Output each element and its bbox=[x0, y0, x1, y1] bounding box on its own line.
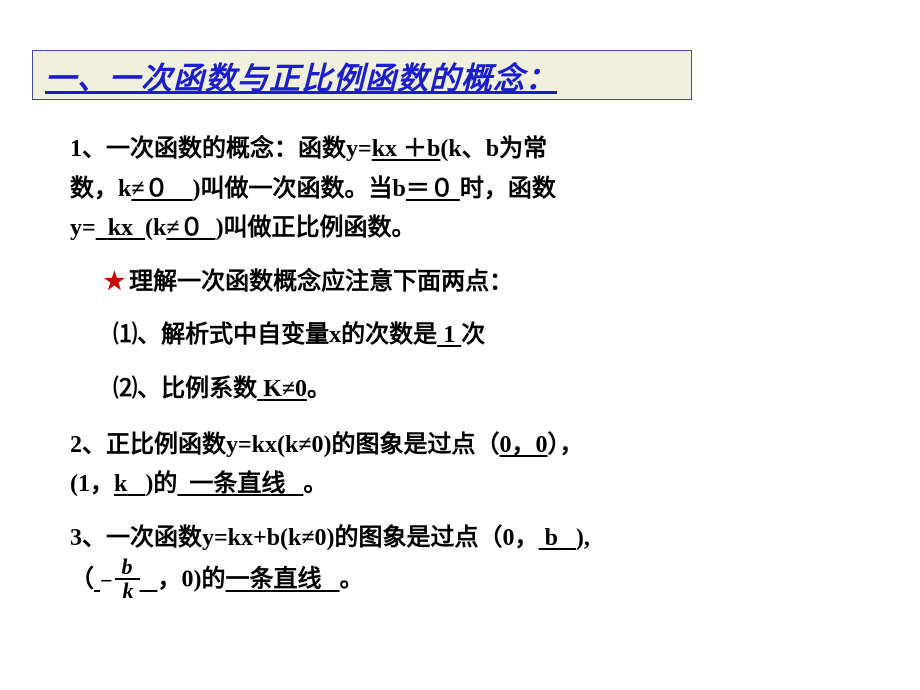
star-icon: ★ bbox=[104, 269, 126, 295]
body-content: 1、一次函数的概念：函数y=kx ＋b(k、b为常 数，k≠０ )叫做一次函数。… bbox=[70, 130, 860, 618]
p1-blank2: ≠０ bbox=[131, 176, 168, 202]
p3-blank3-pad bbox=[322, 567, 340, 593]
note-text: 理解一次函数概念应注意下面两点： bbox=[129, 269, 513, 295]
p2-blank3-pad-r bbox=[285, 471, 303, 497]
p1-blank4: kx bbox=[108, 215, 133, 241]
p3-line2a: （ bbox=[70, 567, 94, 593]
p1-blank1: kx ＋b bbox=[372, 136, 441, 162]
p1-blank2-pad bbox=[169, 176, 193, 202]
sub1-lead: ⑴、解析式中自变量x的次数是 bbox=[113, 322, 437, 348]
sub1-blank: 1 bbox=[443, 322, 455, 348]
p1-blank4-pad-r bbox=[133, 215, 145, 241]
p2-line2a: (1， bbox=[70, 471, 114, 497]
p2-blank3-pad-l bbox=[177, 471, 189, 497]
p3-blank1: b bbox=[545, 525, 558, 551]
p1-after2: )叫做一次函数。当b bbox=[193, 176, 406, 202]
p3-frac-den: k bbox=[115, 580, 140, 602]
sub2-lead: ⑵、比例系数 bbox=[113, 376, 257, 402]
section-title: 一、一次函数与正比例函数的概念： bbox=[45, 53, 557, 98]
p3-frac-pad-r bbox=[140, 567, 158, 593]
p1-blank3: ＝０ bbox=[406, 176, 454, 202]
paragraph-2: 2、正比例函数y=kx(k≠0)的图象是过点（0，0）， (1，k )的 一条直… bbox=[70, 426, 860, 505]
p2-after2b: 。 bbox=[303, 471, 327, 497]
slide: 一、一次函数与正比例函数的概念： 1、一次函数的概念：函数y=kx ＋b(k、b… bbox=[0, 0, 920, 690]
p3-blank1-pad-r bbox=[558, 525, 576, 551]
p3-blank3: 一条直线 bbox=[226, 567, 322, 593]
p2-blank2: k bbox=[114, 471, 127, 497]
paragraph-1: 1、一次函数的概念：函数y=kx ＋b(k、b为常 数，k≠０ )叫做一次函数。… bbox=[70, 130, 860, 249]
p3-after2b: 。 bbox=[340, 567, 364, 593]
p2-after2a: )的 bbox=[145, 471, 177, 497]
p1-blank5-pad bbox=[204, 215, 216, 241]
note-line: ★理解一次函数概念应注意下面两点： bbox=[70, 263, 860, 303]
p2-blank2-pad bbox=[127, 471, 145, 497]
p2-lead: 2、正比例函数y=kx(k≠0)的图象是过点（ bbox=[70, 432, 500, 458]
p1-after3: 时，函数 bbox=[460, 176, 556, 202]
p2-blank3: 一条直线 bbox=[189, 471, 285, 497]
p2-blank1: 0，0 bbox=[500, 432, 548, 458]
p1-blank4-pad-l bbox=[96, 215, 108, 241]
p1-blank5: ≠０ bbox=[166, 215, 203, 241]
p3-neg: − bbox=[100, 563, 113, 599]
p3-lead: 3、一次函数y=kx+b(k≠0)的图象是过点（0， bbox=[70, 525, 539, 551]
p1-line2a: 数，k bbox=[70, 176, 131, 202]
p3-after2a: ，0)的 bbox=[158, 567, 226, 593]
sub2-tail: 。 bbox=[307, 376, 331, 402]
p1-after4a: (k bbox=[145, 215, 166, 241]
p3-frac-num: b bbox=[115, 556, 140, 580]
title-box: 一、一次函数与正比例函数的概念： bbox=[32, 50, 692, 100]
p1-after4b: )叫做正比例函数。 bbox=[216, 215, 416, 241]
sub2-blank: K≠0 bbox=[263, 376, 307, 402]
sub-point-2: ⑵、比例系数 K≠0。 bbox=[113, 370, 860, 410]
p1-line3a: y= bbox=[70, 215, 96, 241]
p1-lead: 1、一次函数的概念：函数y= bbox=[70, 136, 372, 162]
sub1-tail: 次 bbox=[461, 322, 485, 348]
p3-after1: ), bbox=[576, 525, 590, 551]
p2-after1: ）， bbox=[548, 432, 584, 458]
paragraph-3: 3、一次函数y=kx+b(k≠0)的图象是过点（0， b ), （ −bk ，0… bbox=[70, 519, 860, 605]
p3-fraction: bk bbox=[115, 556, 140, 602]
sub-point-1: ⑴、解析式中自变量x的次数是 1 次 bbox=[113, 316, 860, 356]
p1-after1: (k、b为常 bbox=[440, 136, 547, 162]
